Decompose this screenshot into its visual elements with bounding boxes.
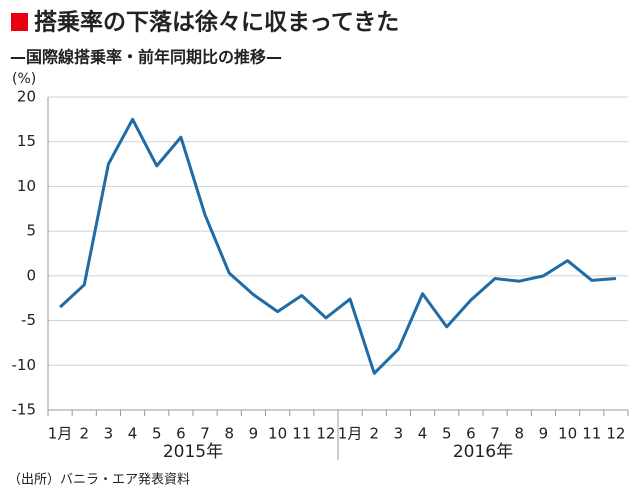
year-label: 2015年 [163, 442, 223, 462]
x-tick-label: 12 [316, 425, 335, 443]
x-tick-label: 4 [418, 425, 428, 443]
source: （出所）バニラ・エア発表資料 [8, 473, 190, 488]
x-tick-label: 5 [442, 425, 452, 443]
title-marker [11, 13, 28, 31]
x-tick-label: 7 [200, 425, 210, 443]
x-tick-label: 4 [128, 425, 138, 443]
x-tick-label: 7 [490, 425, 500, 443]
x-tick-label: 5 [152, 425, 162, 443]
y-tick-label: -10 [12, 356, 37, 374]
x-tick-label: 8 [224, 425, 234, 443]
x-tick-label: 2 [79, 425, 89, 443]
y-tick-label: 5 [26, 222, 36, 240]
x-tick-label: 11 [292, 425, 311, 443]
line-series [59, 117, 617, 375]
chart-title: 搭乗率の下落は徐々に収まってきた [34, 9, 399, 36]
x-tick-label: 3 [394, 425, 404, 443]
x-tick-label: 2 [369, 425, 379, 443]
x-tick-label: 8 [514, 425, 524, 443]
y-tick-label: -5 [21, 311, 36, 329]
x-tick-label: 9 [249, 425, 259, 443]
chart-subtitle: —国際線搭乗率・前年同期比の推移— [10, 48, 282, 67]
y-tick-label: 20 [17, 88, 36, 106]
x-tick-label: 1月 [48, 425, 73, 443]
x-tick-label: 9 [539, 425, 549, 443]
y-tick-label: 0 [26, 266, 36, 284]
x-tick-label: 11 [582, 425, 601, 443]
x-tick-label: 3 [104, 425, 114, 443]
year-label: 2016年 [453, 442, 513, 462]
y-tick-label: 10 [17, 177, 36, 195]
y-tick-label: 15 [17, 132, 36, 150]
x-tick-label: 12 [606, 425, 625, 443]
x-tick-label: 10 [558, 425, 577, 443]
y-axis-label: (%) [12, 71, 36, 87]
y-tick-label: -15 [12, 401, 37, 419]
x-tick-label: 6 [466, 425, 476, 443]
x-tick-label: 6 [176, 425, 186, 443]
x-tick-label: 10 [268, 425, 287, 443]
x-tick-label: 1月 [338, 425, 363, 443]
